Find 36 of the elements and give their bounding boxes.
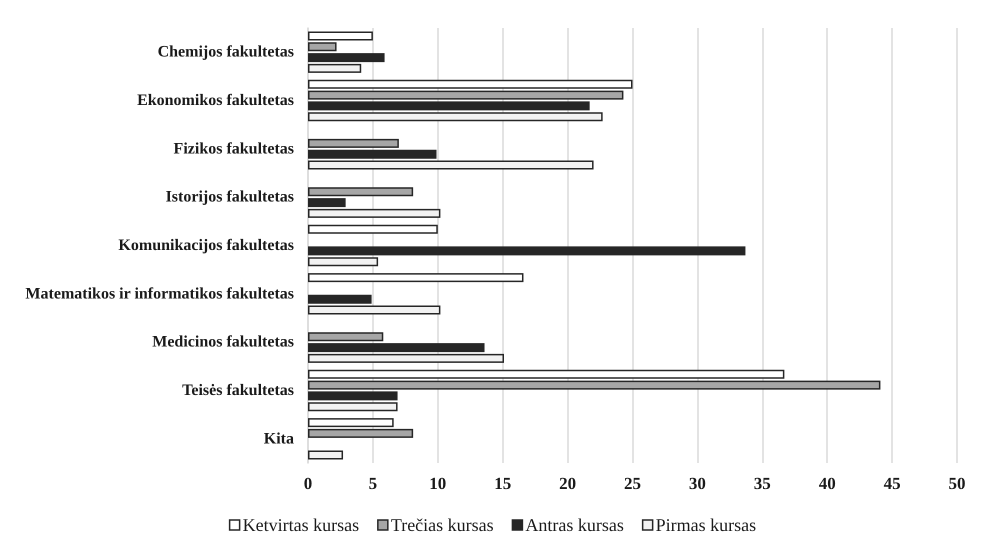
bar [308, 418, 394, 428]
legend-label: Antras kursas [525, 515, 624, 535]
x-tick-label: 5 [368, 474, 378, 493]
bar [308, 273, 524, 282]
legend-label: Pirmas kursas [656, 515, 756, 535]
y-tick-label: Istorijos fakultetas [166, 188, 294, 206]
y-tick-label: Kita [264, 430, 294, 448]
x-tick-label: 45 [884, 474, 901, 493]
bar [308, 224, 438, 234]
bar [308, 428, 414, 438]
bar [308, 306, 440, 315]
bar [308, 450, 344, 460]
x-tick-label: 0 [304, 474, 312, 493]
x-tick-label: 10 [429, 474, 446, 493]
legend-label: Ketvirtas kursas [242, 515, 360, 535]
y-tick-label: Teisės fakultetas [182, 382, 294, 399]
bar [308, 160, 594, 170]
y-tick-label: Medicinos fakultetas [152, 334, 294, 351]
x-tick-label: 15 [494, 474, 512, 493]
y-tick-label: Ekonomikos fakultetas [137, 92, 294, 109]
bar [308, 64, 362, 73]
y-tick-label: Komunikacijos fakultetas [118, 237, 294, 254]
x-tick-label: 20 [559, 474, 576, 493]
x-tick-label: 50 [948, 474, 966, 493]
y-tick-label: Matematikos ir informatikos fakultetas [25, 285, 294, 302]
y-tick-label: Fizikos fakultetas [174, 140, 294, 158]
x-tick-label: 30 [688, 474, 706, 493]
x-tick-label: 35 [754, 474, 771, 493]
legend-label: Trečias kursas [390, 515, 494, 535]
x-tick-label: 25 [624, 474, 641, 493]
bar [308, 31, 373, 40]
bar [308, 208, 440, 218]
bar [308, 294, 372, 304]
y-tick-label: Chemijos fakultetas [158, 44, 294, 61]
x-tick-label: 40 [818, 474, 836, 493]
bar [308, 354, 504, 363]
